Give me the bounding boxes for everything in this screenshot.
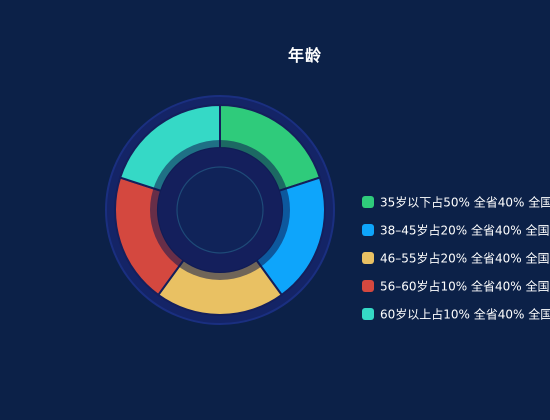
legend-label: 46–55岁占20% 全省40% 全国50% (380, 251, 550, 266)
legend-label: 38–45岁占20% 全省40% 全国50% (380, 223, 550, 238)
legend-item[interactable]: 35岁以下占50% 全省40% 全国50% (362, 194, 550, 210)
legend-swatch (362, 251, 374, 264)
legend-label: 35岁以下占50% 全省40% 全国50% (380, 195, 550, 210)
legend-label: 60岁以上占10% 全省40% 全国50% (380, 307, 550, 322)
legend-item[interactable]: 38–45岁占20% 全省40% 全国50% (362, 222, 550, 238)
legend-item[interactable]: 60岁以上占10% 全省40% 全国50% (362, 306, 550, 322)
center-disc (176, 166, 264, 254)
legend-item[interactable]: 46–55岁占20% 全省40% 全国50% (362, 250, 550, 266)
legend-swatch (362, 223, 374, 236)
legend-label: 56–60岁占10% 全省40% 全国50% (380, 279, 550, 294)
legend-swatch (362, 195, 374, 208)
legend-swatch (362, 307, 374, 320)
chart-title: 年龄 (287, 46, 322, 65)
legend-item[interactable]: 56–60岁占10% 全省40% 全国50% (362, 278, 550, 294)
legend-swatch (362, 279, 374, 292)
